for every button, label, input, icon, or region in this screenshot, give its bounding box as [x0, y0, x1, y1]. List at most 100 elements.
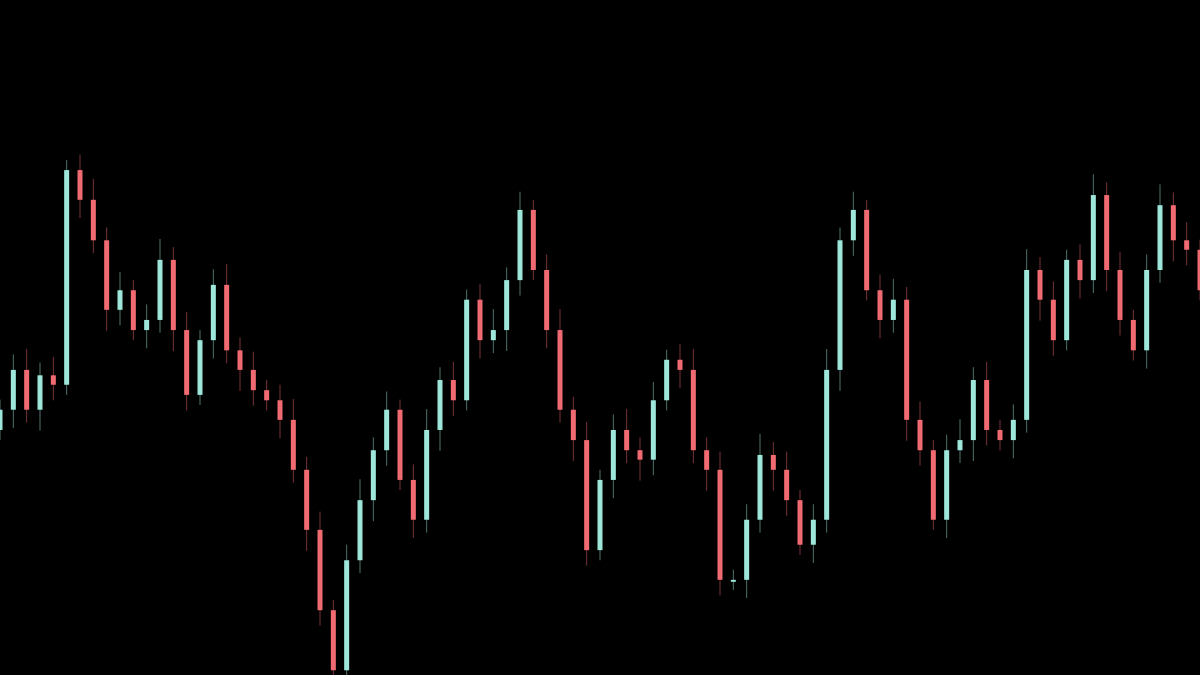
- candle-body: [664, 359, 670, 401]
- candle-down: [1170, 192, 1176, 262]
- candle-down: [1184, 222, 1190, 266]
- candle-body: [917, 419, 923, 451]
- candle-body: [144, 319, 150, 331]
- candle-up: [490, 309, 496, 354]
- candle-body: [1197, 249, 1200, 291]
- candle-down: [690, 348, 696, 464]
- candle-body: [450, 380, 456, 401]
- candle-body: [1104, 195, 1110, 270]
- candle-body: [517, 209, 523, 281]
- candle-body: [384, 409, 390, 451]
- candle-up: [464, 289, 470, 411]
- candle-body: [0, 409, 3, 430]
- candle-up: [970, 367, 976, 462]
- candle-down: [1104, 182, 1110, 291]
- candle-down: [637, 437, 643, 481]
- candle-body: [850, 209, 856, 241]
- candle-body: [357, 500, 363, 561]
- candle-body: [1144, 270, 1150, 351]
- candle-body: [1010, 419, 1016, 441]
- candle-body: [50, 375, 56, 385]
- candle-body: [570, 409, 576, 441]
- candle-up: [64, 159, 70, 395]
- candle-down: [624, 409, 630, 464]
- candle-down: [317, 511, 323, 626]
- candle-body: [1037, 270, 1043, 300]
- candle-up: [810, 504, 816, 563]
- candle-up: [957, 419, 963, 464]
- candle-body: [264, 390, 270, 401]
- candle-body: [650, 400, 656, 460]
- candle-body: [370, 450, 376, 501]
- candle-body: [490, 330, 496, 341]
- candle-down: [170, 247, 176, 351]
- candle-body: [477, 299, 483, 341]
- candle-body: [957, 440, 963, 451]
- candle-body: [730, 579, 736, 582]
- candle-body: [1130, 319, 1136, 351]
- candle-body: [864, 209, 870, 291]
- candle-down: [250, 351, 256, 406]
- candle-down: [224, 263, 230, 364]
- candle-up: [824, 348, 830, 533]
- candle-up: [437, 367, 443, 451]
- candle-down: [277, 384, 283, 439]
- candle-down: [397, 399, 403, 491]
- candle-body: [637, 450, 643, 460]
- candle-down: [704, 437, 710, 491]
- candle-down: [570, 396, 576, 462]
- candle-down: [877, 274, 883, 339]
- candle-up: [850, 191, 856, 256]
- candle-up: [384, 391, 390, 466]
- candle-body: [397, 409, 403, 480]
- candle-down: [677, 344, 683, 389]
- candle-body: [504, 280, 510, 331]
- candle-up: [1144, 254, 1150, 369]
- candle-down: [1050, 281, 1056, 356]
- candle-down: [904, 286, 910, 441]
- candle-body: [1117, 270, 1123, 320]
- candle-body: [197, 340, 203, 395]
- candle-up: [757, 434, 763, 533]
- candle-body: [104, 240, 110, 310]
- candle-down: [304, 456, 310, 551]
- candle-body: [410, 479, 416, 520]
- candle-body: [130, 290, 136, 331]
- candle-down: [1077, 244, 1083, 299]
- candle-up: [1157, 184, 1163, 283]
- candle-down: [557, 309, 563, 423]
- candle-body: [210, 284, 216, 341]
- candle-body: [344, 560, 350, 671]
- candle-down: [984, 361, 990, 446]
- candle-up: [0, 399, 3, 441]
- candle-body: [904, 299, 910, 420]
- candle-up: [650, 382, 656, 476]
- candle-up: [344, 544, 350, 675]
- candle-down: [930, 440, 936, 530]
- candle-body: [1170, 205, 1176, 241]
- candle-body: [1024, 270, 1030, 420]
- candle-up: [664, 349, 670, 411]
- candle-up: [357, 479, 363, 574]
- candle-down: [997, 419, 1003, 451]
- candle-body: [970, 380, 976, 441]
- candle-body: [64, 170, 70, 385]
- candle-body: [824, 369, 830, 520]
- candle-down: [410, 464, 416, 538]
- candle-body: [810, 519, 816, 545]
- candle-body: [117, 290, 123, 310]
- candle-up: [1010, 404, 1016, 459]
- candle-body: [424, 429, 430, 520]
- candle-down: [290, 398, 296, 483]
- candle-body: [610, 429, 616, 480]
- candle-down: [1130, 309, 1136, 361]
- candle-body: [330, 610, 336, 671]
- candle-body: [237, 350, 243, 370]
- candle-body: [597, 479, 603, 551]
- candle-body: [584, 440, 590, 551]
- candle-up: [837, 227, 843, 391]
- candle-body: [170, 259, 176, 331]
- candle-body: [317, 529, 323, 611]
- candle-body: [24, 369, 30, 410]
